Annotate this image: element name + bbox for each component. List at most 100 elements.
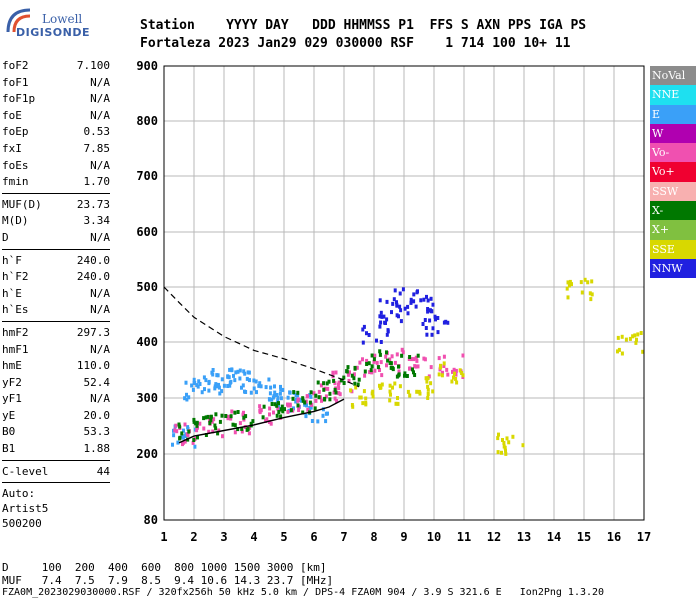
echo-point [211, 372, 215, 377]
echo-point [502, 441, 506, 445]
param-value: 110.0 [76, 359, 110, 373]
param-name: foF2 [2, 59, 29, 72]
echo-point [275, 413, 279, 418]
legend-item: E [650, 104, 696, 124]
echo-point [333, 396, 337, 401]
echo-point [206, 414, 210, 419]
echo-point [570, 282, 573, 287]
echo-point [254, 379, 258, 384]
echo-point [251, 419, 255, 424]
echo-point [220, 413, 224, 418]
echo-point [397, 314, 400, 319]
echo-point [184, 380, 188, 385]
echo-point [398, 304, 402, 309]
param-value: 1.88 [83, 442, 111, 456]
echo-point [631, 334, 635, 339]
echo-point [185, 392, 188, 397]
echo-point [391, 301, 395, 306]
echo-point [192, 417, 196, 422]
echo-point [373, 353, 377, 358]
echo-point [303, 400, 307, 405]
echo-point [392, 297, 396, 302]
echo-point [200, 390, 204, 395]
param-value: 7.85 [83, 141, 111, 155]
echo-point [394, 401, 398, 406]
echo-point [211, 429, 215, 434]
echo-point [461, 353, 465, 358]
echo-point [203, 387, 206, 392]
y-tick-label: 500 [136, 280, 158, 294]
echo-point [279, 396, 283, 401]
echo-point [269, 421, 273, 426]
echo-point [277, 401, 280, 406]
echo-point [248, 378, 251, 383]
echo-point [393, 360, 397, 365]
echo-point [198, 382, 202, 386]
echo-point [353, 381, 357, 386]
echo-point [236, 369, 240, 374]
x-tick-label: 1 [160, 530, 167, 544]
echo-point [388, 383, 392, 388]
muf-row: MUF 7.4 7.5 7.9 8.5 9.4 10.6 14.3 23.7 [… [2, 574, 334, 587]
echo-point [426, 392, 430, 396]
echo-point [213, 386, 217, 391]
echo-point [328, 397, 332, 402]
echo-point [326, 411, 329, 416]
echo-point [624, 337, 628, 342]
echo-point [414, 304, 418, 309]
echo-point [436, 316, 440, 320]
echo-point [414, 364, 418, 369]
echo-point [442, 361, 446, 366]
param-value: 0.53 [83, 125, 111, 139]
echo-point [450, 379, 454, 384]
echo-point [276, 395, 280, 400]
autoscaling-line1: Auto: [2, 487, 36, 501]
x-tick-label: 10 [427, 530, 441, 544]
param-row: foF1 N/A [2, 75, 110, 92]
echo-point [279, 387, 283, 392]
echo-point [258, 381, 262, 386]
echo-point [357, 377, 361, 382]
echo-point [401, 350, 405, 355]
echo-point [403, 371, 407, 376]
echo-point [635, 337, 638, 342]
param-row: foF2 7.100 [2, 58, 110, 75]
echo-point [393, 288, 397, 293]
echo-point [249, 390, 253, 395]
param-value: N/A [90, 75, 110, 89]
profile-trace [178, 398, 345, 444]
echo-point [178, 424, 182, 429]
echo-point [414, 355, 418, 360]
echo-point [185, 432, 189, 437]
echo-point [442, 364, 446, 368]
echo-point [345, 369, 349, 374]
echo-point [183, 439, 187, 444]
param-row: hmF2 297.3 [2, 325, 110, 342]
echo-point [379, 340, 383, 344]
echo-point [580, 290, 584, 295]
echo-point [301, 396, 305, 401]
echo-point [422, 297, 426, 302]
x-tick-label: 4 [250, 530, 257, 544]
echo-point [288, 402, 292, 407]
echo-point [335, 399, 339, 403]
echo-point [204, 378, 208, 383]
echo-point [233, 423, 237, 428]
echo-point [242, 415, 246, 420]
echo-point [406, 304, 410, 309]
echo-point [265, 417, 269, 422]
echo-point [378, 368, 381, 372]
legend-item: SSW [650, 181, 696, 202]
echo-point [281, 388, 285, 392]
y-tick-label: 600 [136, 225, 158, 239]
echo-point [218, 419, 222, 424]
echo-point [428, 318, 432, 323]
echo-point [361, 327, 365, 332]
echo-point [452, 375, 455, 380]
echo-point [384, 354, 388, 359]
param-row: foE N/A [2, 108, 110, 125]
echo-point [255, 390, 258, 395]
echo-point [247, 431, 251, 436]
echo-point [272, 410, 275, 415]
echo-point [364, 401, 368, 405]
